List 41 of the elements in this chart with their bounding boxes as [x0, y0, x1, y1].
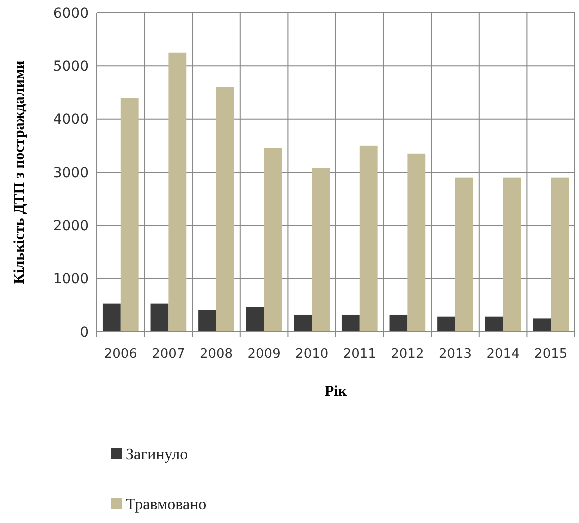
- y-tick-label: 5000: [53, 59, 89, 76]
- legend-label: Травмовано: [126, 496, 207, 514]
- bar: [408, 154, 426, 332]
- bar: [216, 87, 234, 332]
- bar: [294, 314, 312, 332]
- bar: [456, 178, 474, 332]
- x-tick-label: 2012: [391, 347, 424, 362]
- bar: [168, 52, 187, 332]
- bar: [485, 316, 504, 332]
- bar: [102, 304, 121, 332]
- x-axis-title: Рік: [325, 384, 348, 400]
- x-tick-label: 2006: [104, 347, 138, 362]
- bar: [342, 314, 360, 332]
- bar: [438, 316, 456, 332]
- y-tick-label: 0: [80, 324, 89, 341]
- bar: [246, 307, 264, 332]
- bar: [150, 304, 169, 332]
- x-tick-label: 2009: [248, 347, 281, 362]
- bar: [503, 178, 522, 332]
- y-tick-label: 4000: [53, 112, 89, 128]
- x-tick-label: 2014: [486, 347, 520, 362]
- x-tick-label: 2013: [438, 347, 472, 362]
- y-tick-label: 6000: [53, 6, 89, 22]
- bar: [533, 318, 552, 332]
- bar: [360, 146, 378, 332]
- x-tick-label: 2008: [200, 347, 234, 362]
- x-tick-label: 2015: [534, 347, 568, 362]
- y-tick-label: 2000: [53, 218, 89, 235]
- bar: [390, 314, 408, 332]
- bar: [551, 178, 570, 332]
- x-tick-label: 2007: [152, 347, 186, 362]
- x-tick-label: 2010: [296, 347, 329, 362]
- bar: [198, 310, 216, 332]
- x-tick-label: 2011: [343, 347, 376, 362]
- bar: [264, 148, 282, 332]
- bar: [312, 168, 330, 332]
- y-axis-title: Кількість ДТП з постраждалими: [12, 60, 28, 284]
- y-tick-label: 1000: [53, 272, 89, 288]
- legend-label: Загинуло: [126, 446, 188, 464]
- y-tick-label: 3000: [53, 165, 89, 182]
- bar: [120, 98, 139, 332]
